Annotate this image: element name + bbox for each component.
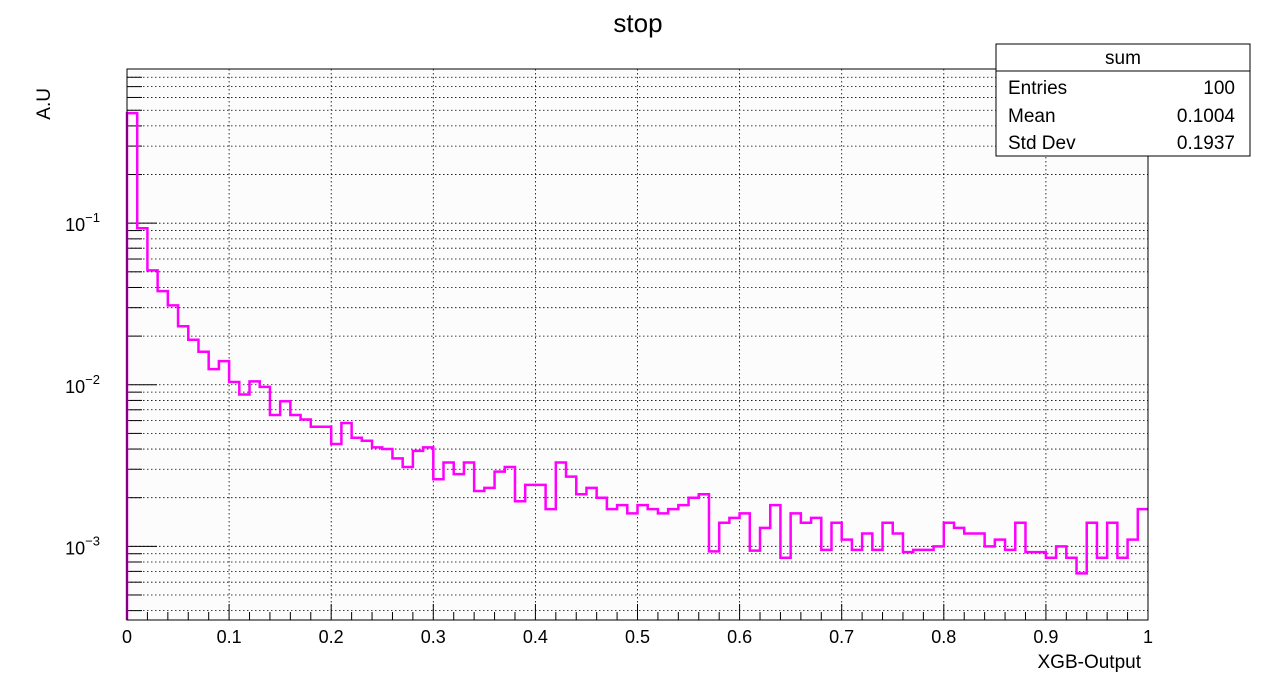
stats-mean-label: Mean [1008, 106, 1056, 127]
stats-box-title: sum [1105, 48, 1141, 69]
x-tick-label: 0.1 [217, 627, 242, 647]
histogram-line-series [125, 111, 1148, 620]
stats-entries-label: Entries [1008, 78, 1067, 99]
stats-box: sum Entries 100 Mean 0.1004 Std Dev 0.19… [995, 43, 1251, 157]
y-axis-title: A.U [34, 88, 55, 120]
x-tick-label: 0.4 [523, 627, 548, 647]
x-axis-title: XGB-Output [1038, 652, 1142, 673]
y-tick-label: 10−2 [65, 372, 100, 397]
stats-entries-value: 100 [1203, 78, 1235, 99]
y-tick-label: 10−3 [65, 533, 100, 558]
x-tick-label: 0.6 [727, 627, 752, 647]
y-tick-label: 10−1 [65, 210, 100, 235]
plot-frame [126, 68, 1149, 621]
x-tick-label: 0.9 [1033, 627, 1058, 647]
plot-border [126, 68, 1149, 621]
stats-mean-value: 0.1004 [1177, 106, 1236, 127]
chart-title: stop [613, 8, 662, 38]
x-tick-label: 0 [122, 627, 132, 647]
x-tick-label: 0.2 [319, 627, 344, 647]
y-tick-labels: 10−1 10−2 10−3 [65, 210, 100, 558]
x-tick-label: 0.5 [625, 627, 650, 647]
x-tick-label: 1 [1143, 627, 1153, 647]
x-tick-label: 0.7 [829, 627, 854, 647]
stats-stddev-label: Std Dev [1008, 133, 1076, 154]
axis-ticks [126, 68, 1149, 620]
x-tick-labels: 0 0.1 0.2 0.3 0.4 0.5 0.6 0.7 0.8 0.9 1 [122, 627, 1153, 647]
x-tick-label: 0.3 [421, 627, 446, 647]
plot-area [126, 68, 1149, 621]
stats-stddev-value: 0.1937 [1177, 133, 1235, 154]
x-tick-label: 0.8 [931, 627, 956, 647]
stats-box-frame [995, 43, 1251, 157]
